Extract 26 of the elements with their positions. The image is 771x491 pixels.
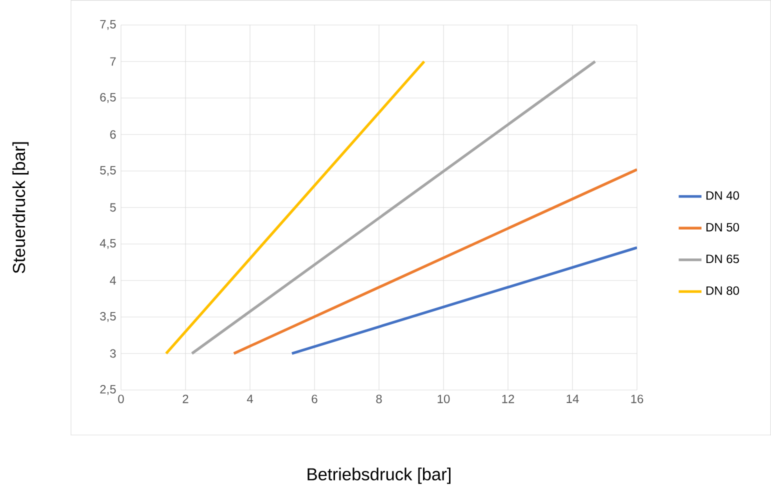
- y-tick-label: 4,5: [100, 239, 116, 249]
- y-tick-label: 5: [110, 203, 116, 212]
- y-tick-label: 3,5: [100, 312, 116, 322]
- legend-label: DN 80: [706, 286, 740, 295]
- x-axis-title: Betriebsdruck [bar]: [308, 468, 450, 484]
- x-tick-label: 8: [376, 394, 382, 404]
- y-tick-label: 6,5: [100, 93, 116, 103]
- y-tick-label: 3: [110, 349, 116, 358]
- y-tick-label: 5,5: [100, 166, 116, 176]
- x-tick-label: 10: [438, 394, 450, 404]
- y-tick-label: 2,5: [100, 385, 116, 395]
- y-tick-label: 4: [110, 276, 116, 285]
- y-tick-label: 7,5: [100, 20, 116, 30]
- x-tick-label: 14: [566, 394, 579, 403]
- x-tick-label: 0: [118, 394, 124, 404]
- x-tick-label: 12: [502, 394, 514, 404]
- y-tick-label: 7: [110, 57, 116, 66]
- legend-label: DN 50: [706, 222, 740, 232]
- legend-label: DN 40: [706, 191, 740, 200]
- x-tick-label: 16: [631, 394, 644, 404]
- y-tick-label: 6: [110, 130, 116, 139]
- x-tick-label: 6: [312, 394, 318, 404]
- x-tick-label: 4: [246, 394, 253, 403]
- x-tick-label: 2: [182, 394, 188, 404]
- y-axis-title: Steuerdruck [bar]: [12, 142, 29, 274]
- legend-label: DN 65: [706, 254, 739, 264]
